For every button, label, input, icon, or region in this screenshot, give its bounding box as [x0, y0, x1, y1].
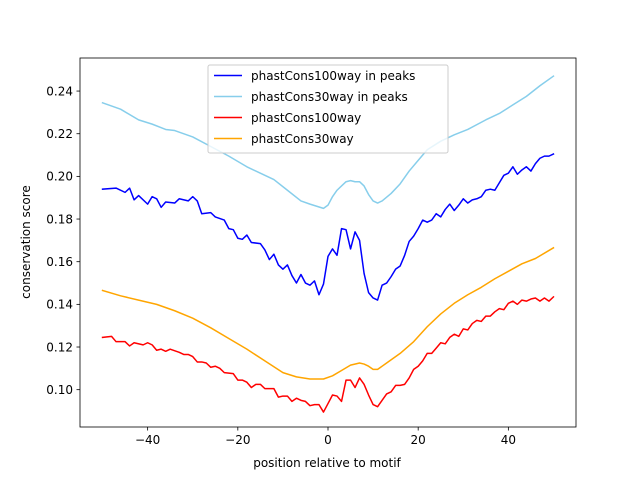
series-line-4: [101, 246, 555, 380]
legend-label: phastCons100way in peaks: [251, 69, 415, 83]
axes-layer: −40 −20 0 20 40 0.10 0.12 0.14 0.16 0.18 0.20 0.22 0…: [46, 57, 577, 447]
x-tick-label: 40: [501, 433, 516, 447]
y-tick-label: 0.10: [46, 383, 73, 397]
series-line-3: [101, 295, 555, 413]
y-tick-label: 0.18: [46, 212, 73, 226]
y-tick-label: 0.20: [46, 170, 73, 184]
x-tick-label: −40: [135, 433, 160, 447]
x-axis-label: position relative to motif: [253, 456, 401, 470]
y-tick-label: 0.12: [46, 340, 73, 354]
legend-label: phastCons100way: [251, 111, 361, 125]
x-tick-label: 20: [411, 433, 426, 447]
legend-label: phastCons30way in peaks: [251, 90, 408, 104]
legend-label: phastCons30way: [251, 132, 354, 146]
y-tick-label: 0.24: [46, 84, 73, 98]
y-tick-label: 0.16: [46, 255, 73, 269]
legend-box: [207, 64, 449, 154]
x-tick-label: −20: [225, 433, 250, 447]
y-axis-label: conservation score: [19, 185, 33, 299]
y-tick-label: 0.14: [46, 298, 73, 312]
legend: phastCons100way in peaks phastCons30way i…: [207, 64, 449, 154]
series-line-1: [101, 152, 555, 301]
y-tick-label: 0.22: [46, 127, 73, 141]
x-tick-label: 0: [324, 433, 332, 447]
